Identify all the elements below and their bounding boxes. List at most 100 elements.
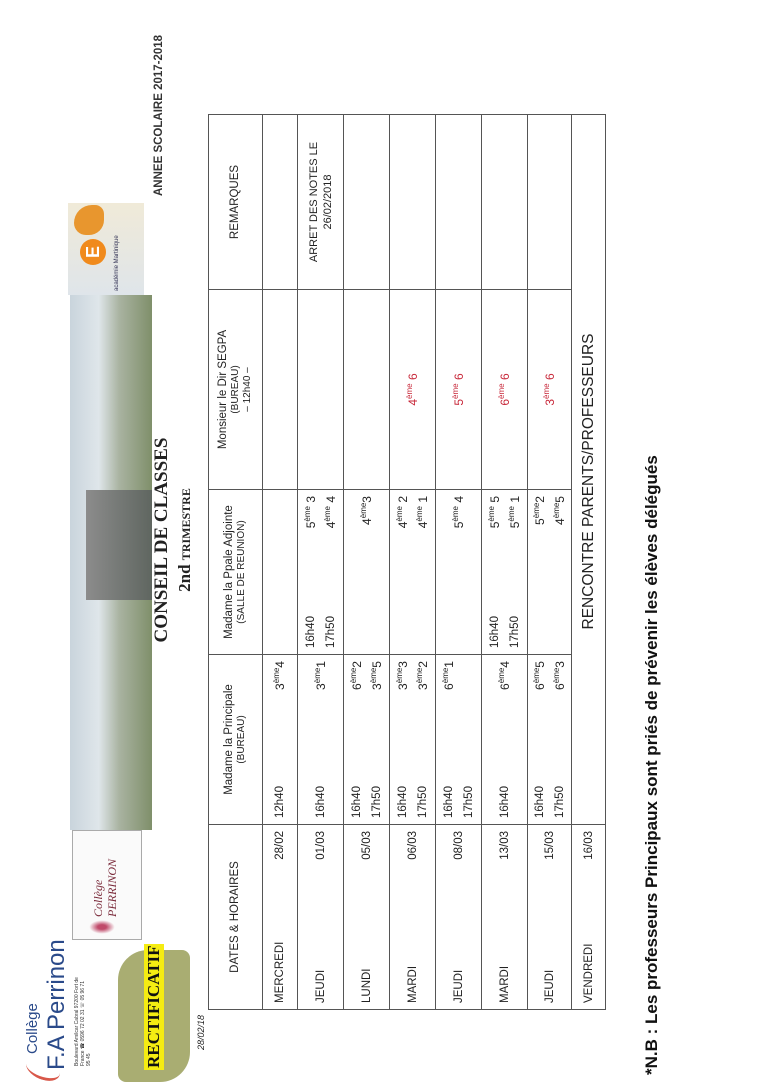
class-level: 6 xyxy=(497,683,512,690)
adjointe-cell: 5ème 4 xyxy=(435,489,482,655)
date-cell: MARDI 06/03 xyxy=(389,824,436,1010)
schedule-table: DATES & HORAIRES Madame la Principale (BU… xyxy=(208,114,606,1010)
time-slot: 16h40 5ème 5 xyxy=(485,496,505,648)
slot-time: 12h40 xyxy=(274,786,286,818)
class-number: 2 xyxy=(395,496,410,507)
class-label: 5ème 3 xyxy=(301,496,321,528)
slot-time: 16h40 xyxy=(498,786,511,818)
class-sup: ème xyxy=(394,506,404,522)
col-sub-time: – 12h40 – xyxy=(242,367,253,412)
slot-time: 16h40 xyxy=(442,786,455,818)
segpa-cell xyxy=(343,289,390,490)
class-number: 1 xyxy=(415,496,430,507)
day-name: JEUDI xyxy=(452,969,465,1003)
time-slot: 17h50 xyxy=(459,661,479,818)
class-number: 4 xyxy=(273,661,287,668)
time-slot: 4ème 2 xyxy=(393,496,413,648)
table-row-last: VENDREDI 16/03 RENCONTRE PARENTS/PROFESSE… xyxy=(571,114,606,1010)
class-label: 4ème 2 xyxy=(393,496,413,528)
class-label: 6ème 6 xyxy=(496,373,512,405)
class-label: 3ème4 xyxy=(270,661,290,690)
class-sup: ème xyxy=(312,667,322,684)
time-slot: 16h40 6ème1 xyxy=(439,661,459,818)
building-image xyxy=(86,490,152,600)
class-level: 4 xyxy=(405,398,420,406)
class-label: 5ème 4 xyxy=(449,496,469,528)
class-level: 3 xyxy=(369,683,384,690)
class-level: 5 xyxy=(507,521,522,529)
principale-cell: 16h40 3ème1 xyxy=(297,654,344,825)
date-cell: JEUDI 15/03 xyxy=(527,824,572,1010)
segpa-cell: 4ème 6 xyxy=(389,289,436,490)
date-cell: LUNDI 05/03 xyxy=(343,824,390,1010)
day-name: VENDREDI xyxy=(582,943,595,1003)
adjointe-cell: 4ème 2 4ème 1 xyxy=(389,489,436,655)
class-number: 3 xyxy=(303,496,318,507)
class-number: 2 xyxy=(349,661,364,668)
col-title: REMARQUES xyxy=(229,164,241,240)
time-slot: 17h50 6ème3 xyxy=(550,661,570,818)
rectificatif-banner: RECTIFICATIF xyxy=(118,943,190,1082)
slot-time: 16h40 xyxy=(304,616,317,648)
time-slot: 16h40 6ème2 xyxy=(347,661,367,818)
subtitle-term: 2nd xyxy=(175,564,194,592)
class-label: 3ème1 xyxy=(311,661,331,690)
school-photo xyxy=(70,295,152,830)
class-level: 6 xyxy=(441,683,456,690)
slot-time: 17h50 xyxy=(324,616,337,648)
class-sup: ème xyxy=(450,383,460,399)
principale-cell: 16h40 6ème5 17h50 6ème3 xyxy=(527,654,572,825)
table-row: MARDI 06/03 16h40 3ème3 17h50 3ème2 4ème 2 4è… xyxy=(389,114,436,1010)
class-number: 5 xyxy=(369,661,384,668)
time-slot: 16h40 3ème3 xyxy=(393,661,413,818)
class-sup: ème xyxy=(486,506,496,522)
class-sup: ème xyxy=(496,383,506,399)
class-label: 5ème 6 xyxy=(450,373,466,405)
date-value: 05/03 xyxy=(360,831,373,860)
remarque-text: ARRET DES NOTES LE 26/02/2018 xyxy=(307,141,334,263)
academie-logo-text: académie Martinique xyxy=(114,235,120,291)
remarque-cell xyxy=(481,114,528,290)
segpa-cell: 6ème 6 xyxy=(481,289,528,490)
class-label: 4ème 1 xyxy=(413,496,433,528)
class-level: 6 xyxy=(349,683,364,690)
class-level: 5 xyxy=(532,518,547,525)
class-level: 3 xyxy=(415,683,430,690)
slot-time: 16h40 xyxy=(488,616,501,648)
class-label: 6ème1 xyxy=(439,661,459,690)
time-slot: 16h40 6ème4 xyxy=(495,661,515,818)
slot-time: 17h50 xyxy=(553,786,566,818)
class-level: 3 xyxy=(395,683,410,690)
day-name: JEUDI xyxy=(314,969,327,1003)
table-row: MERCREDI 28/02 12h40 3ème4 xyxy=(262,114,298,1010)
class-sup: ème xyxy=(414,667,424,684)
col-header-principale: Madame la Principale (BUREAU) xyxy=(208,654,263,825)
class-label: 3ème 6 xyxy=(542,373,557,405)
class-number: 1 xyxy=(441,661,456,668)
class-level: 5 xyxy=(451,521,466,529)
class-sup: ème xyxy=(496,667,506,684)
slot-time: 17h50 xyxy=(370,786,383,818)
class-sup: ème xyxy=(302,506,312,522)
class-sup: ème xyxy=(531,502,541,519)
day-name: JEUDI xyxy=(543,969,556,1003)
remarque-cell xyxy=(389,114,436,290)
island-icon xyxy=(74,205,104,235)
time-slot: 4ème5 xyxy=(550,496,570,648)
class-sup: ème xyxy=(348,667,358,684)
date-value: 16/03 xyxy=(582,831,595,860)
class-sup: ème xyxy=(551,667,561,684)
date-cell: MARDI 13/03 xyxy=(481,824,528,1010)
slot-time: 17h50 xyxy=(508,616,521,648)
col-header-dates: DATES & HORAIRES xyxy=(208,824,263,1010)
class-label: 4ème3 xyxy=(357,496,377,525)
class-label: 4ème 4 xyxy=(321,496,341,528)
table-row: MARDI 13/03 16h40 6ème4 16h40 5ème 5 17h50 5è… xyxy=(481,114,528,1010)
class-level: 5 xyxy=(487,521,502,529)
date-cell: JEUDI 01/03 xyxy=(297,824,344,1010)
class-sup: ème xyxy=(394,667,404,684)
day-name: MARDI xyxy=(498,965,511,1003)
time-slot: 16h40 6ème5 xyxy=(530,661,550,818)
class-level: 5 xyxy=(303,521,318,529)
class-number: 6 xyxy=(497,373,512,384)
